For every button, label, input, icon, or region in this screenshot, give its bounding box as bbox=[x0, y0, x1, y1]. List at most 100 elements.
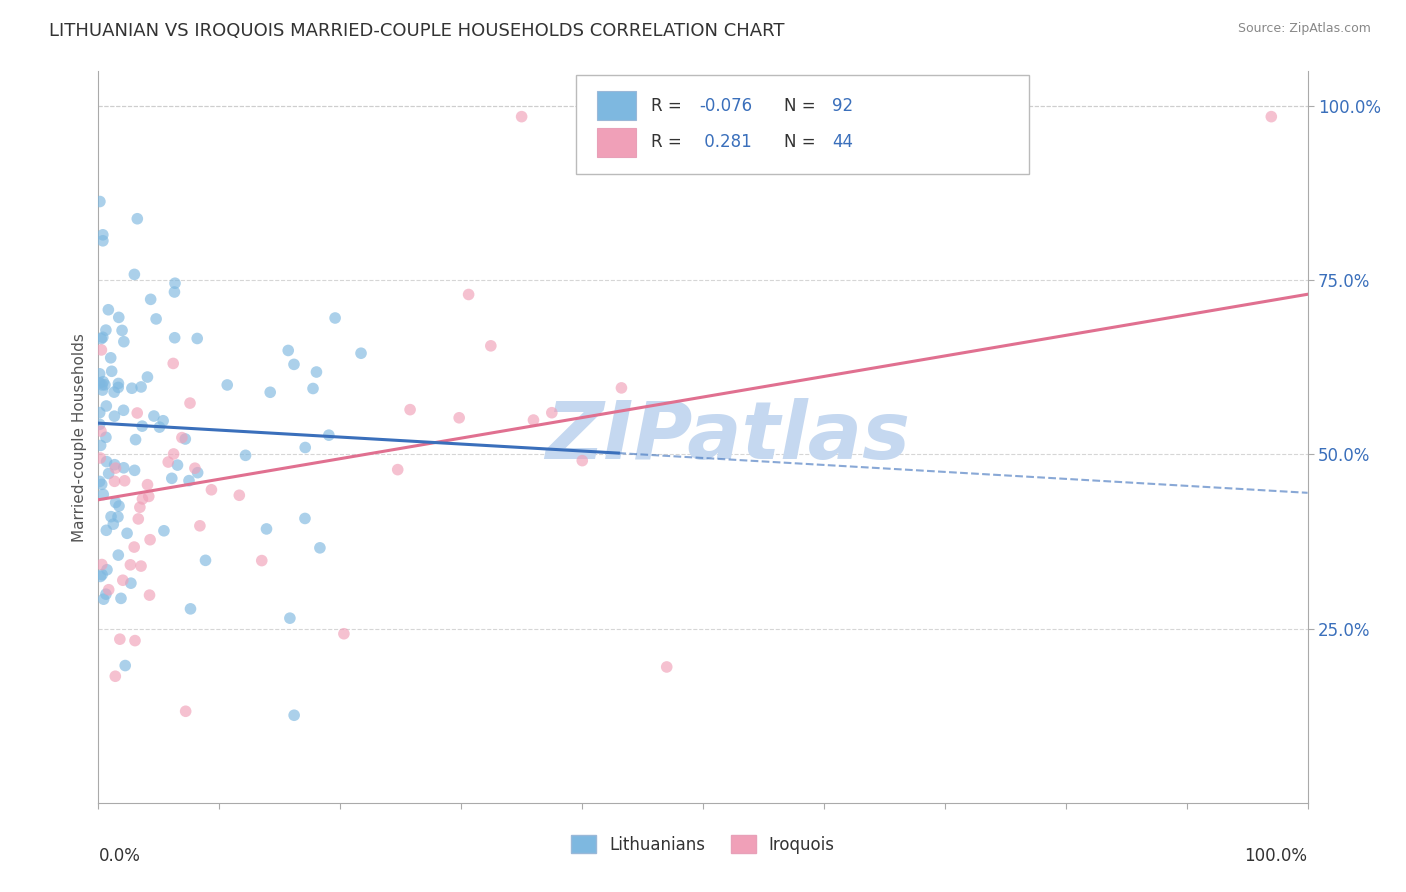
Point bbox=[174, 704, 197, 718]
Point bbox=[107, 548, 129, 562]
Point bbox=[124, 433, 146, 447]
Point bbox=[114, 474, 136, 488]
Point bbox=[115, 526, 138, 541]
Point bbox=[90, 438, 112, 452]
Point bbox=[112, 403, 135, 417]
Point bbox=[90, 558, 112, 572]
Point bbox=[90, 332, 112, 346]
Point bbox=[121, 381, 143, 395]
Point bbox=[333, 626, 356, 640]
Point bbox=[277, 343, 299, 358]
Point bbox=[94, 377, 117, 392]
Point bbox=[160, 471, 183, 485]
Point bbox=[89, 194, 111, 209]
Text: 92: 92 bbox=[832, 96, 853, 115]
Text: R =: R = bbox=[651, 96, 688, 115]
Point bbox=[97, 582, 120, 597]
Point bbox=[139, 293, 162, 307]
Point bbox=[94, 430, 117, 444]
Point bbox=[100, 509, 122, 524]
Point bbox=[120, 558, 142, 572]
Point bbox=[294, 511, 316, 525]
Point bbox=[136, 477, 159, 491]
Point bbox=[91, 567, 114, 582]
Point bbox=[148, 420, 170, 434]
Point bbox=[96, 523, 118, 537]
Point bbox=[90, 424, 112, 438]
Point bbox=[309, 541, 332, 555]
Point bbox=[350, 346, 373, 360]
Point bbox=[94, 587, 117, 601]
Point bbox=[139, 533, 162, 547]
Point bbox=[318, 428, 340, 442]
Point bbox=[91, 487, 114, 501]
Point bbox=[228, 488, 250, 502]
Point bbox=[91, 383, 114, 397]
Point bbox=[186, 331, 208, 345]
Text: ZIPatlas: ZIPatlas bbox=[544, 398, 910, 476]
Point bbox=[97, 302, 120, 317]
Text: Source: ZipAtlas.com: Source: ZipAtlas.com bbox=[1237, 22, 1371, 36]
Point bbox=[131, 419, 153, 434]
Point bbox=[138, 490, 160, 504]
Point bbox=[256, 522, 278, 536]
Point bbox=[111, 323, 134, 337]
Point bbox=[91, 234, 114, 248]
FancyBboxPatch shape bbox=[576, 75, 1029, 174]
Point bbox=[104, 461, 127, 475]
Point bbox=[129, 380, 152, 394]
Point bbox=[128, 500, 150, 515]
Point bbox=[305, 365, 328, 379]
Point bbox=[124, 463, 146, 477]
Point bbox=[162, 447, 184, 461]
Point bbox=[177, 474, 200, 488]
Point bbox=[387, 462, 409, 476]
Point bbox=[217, 378, 239, 392]
Point bbox=[104, 495, 127, 509]
Point bbox=[131, 491, 153, 506]
Text: N =: N = bbox=[785, 133, 821, 152]
Point bbox=[610, 381, 633, 395]
Point bbox=[194, 553, 217, 567]
Point bbox=[104, 669, 127, 683]
Point bbox=[107, 310, 129, 325]
Point bbox=[163, 285, 186, 299]
Point bbox=[107, 380, 129, 394]
Point bbox=[90, 477, 112, 491]
Point bbox=[91, 227, 114, 242]
Point bbox=[259, 385, 281, 400]
Point bbox=[179, 602, 201, 616]
Text: 0.281: 0.281 bbox=[699, 133, 752, 152]
Point bbox=[90, 343, 112, 357]
FancyBboxPatch shape bbox=[596, 128, 637, 157]
Text: 44: 44 bbox=[832, 133, 853, 152]
Point bbox=[323, 310, 346, 325]
Point bbox=[89, 569, 111, 583]
Point bbox=[184, 461, 207, 475]
Point bbox=[104, 458, 127, 472]
Point bbox=[188, 518, 211, 533]
Point bbox=[129, 559, 152, 574]
Point bbox=[571, 453, 593, 467]
Point bbox=[112, 460, 135, 475]
Text: LITHUANIAN VS IROQUOIS MARRIED-COUPLE HOUSEHOLDS CORRELATION CHART: LITHUANIAN VS IROQUOIS MARRIED-COUPLE HO… bbox=[49, 22, 785, 40]
Point bbox=[138, 588, 160, 602]
Point bbox=[522, 413, 544, 427]
Point bbox=[120, 576, 142, 591]
Point bbox=[449, 410, 471, 425]
Point bbox=[91, 375, 114, 389]
Point bbox=[200, 483, 222, 497]
Point bbox=[127, 512, 149, 526]
Point bbox=[157, 455, 180, 469]
Point bbox=[278, 611, 301, 625]
Point bbox=[124, 268, 146, 282]
Point bbox=[179, 396, 201, 410]
Point bbox=[187, 466, 209, 480]
Point bbox=[283, 708, 305, 723]
Text: 100.0%: 100.0% bbox=[1244, 847, 1308, 864]
Point bbox=[136, 370, 159, 384]
Point bbox=[114, 658, 136, 673]
Point bbox=[103, 409, 125, 424]
Point bbox=[110, 591, 132, 606]
Point bbox=[103, 385, 125, 400]
